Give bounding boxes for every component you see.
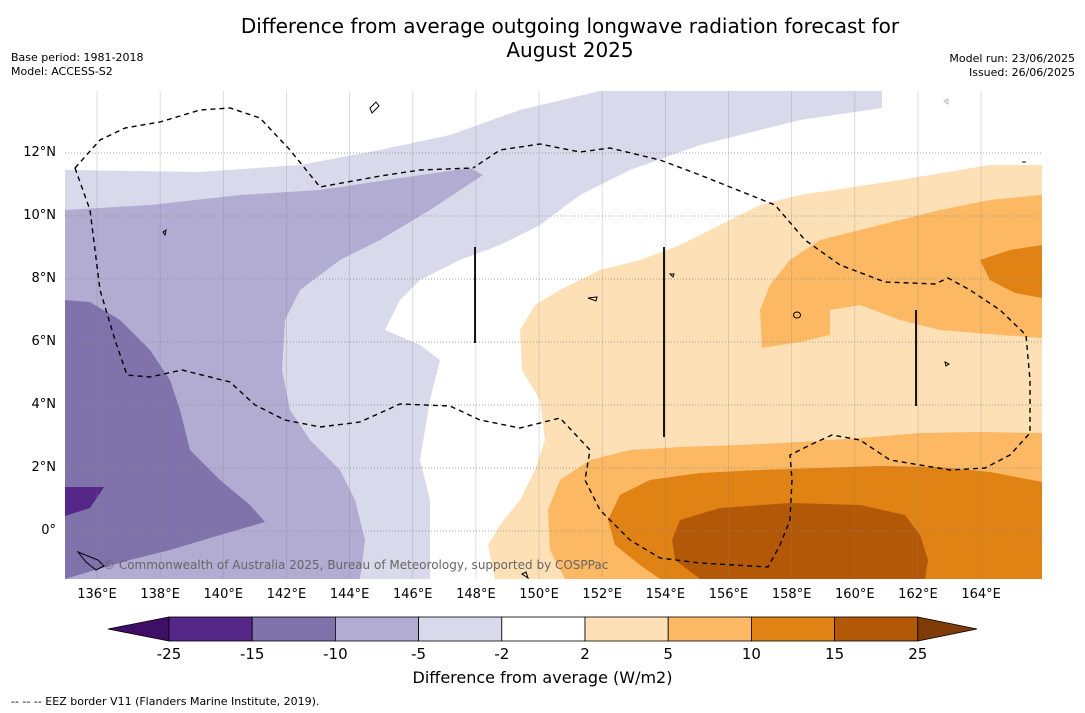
contour-neg10	[65, 300, 265, 579]
colorbar-tick: 5	[663, 645, 673, 663]
island	[76, 550, 105, 571]
lat-label: 12°N	[23, 145, 56, 160]
footnote: -- -- -- EEZ border V11 (Flanders Marine…	[11, 695, 320, 708]
lon-label: 162°E	[898, 587, 938, 602]
meta-right: Model run: 23/06/2025 Issued: 26/06/2025	[949, 52, 1075, 80]
contour-pos2-patch	[852, 328, 878, 340]
colorbar-segment	[334, 616, 419, 642]
model-run: Model run: 23/06/2025	[949, 52, 1075, 65]
lon-label: 148°E	[456, 587, 496, 602]
model-name: Model: ACCESS-S2	[11, 65, 113, 78]
colorbar-tick: -2	[494, 645, 510, 663]
issued-date: Issued: 26/06/2025	[968, 66, 1075, 79]
islands	[76, 98, 1026, 580]
island	[162, 228, 167, 237]
lon-label: 144°E	[329, 587, 370, 602]
lon-label: 160°E	[835, 587, 875, 602]
island	[521, 571, 529, 580]
island	[943, 98, 949, 105]
gridlines	[65, 91, 1042, 579]
copyright-credit: © Commonwealth of Australia 2025, Bureau…	[103, 558, 609, 572]
colorbar-tick: -15	[239, 645, 265, 663]
meta-left: Base period: 1981-2018 Model: ACCESS-S2	[11, 51, 143, 79]
page-title: Difference from average outgoing longwav…	[0, 14, 1085, 62]
island	[668, 273, 675, 278]
colorbar-tick: -5	[411, 645, 427, 663]
colorbar-segment	[667, 616, 752, 642]
lat-label: 0°	[41, 523, 56, 538]
colorbar-extend-high	[917, 616, 978, 642]
lat-label: 4°N	[31, 397, 57, 412]
contour-pos10-north	[980, 245, 1042, 298]
colorbar-tick: 25	[908, 645, 928, 663]
colorbar-tick: 10	[741, 645, 761, 663]
eez-border-palau-fsm-west	[74, 143, 1031, 568]
colorbar-extend-low	[107, 616, 170, 642]
colorbar-tick: -25	[156, 645, 182, 663]
eez-borders	[74, 107, 1031, 568]
colorbar-tick: 15	[825, 645, 845, 663]
contour-neg15	[65, 487, 104, 516]
colorbar-segment	[418, 616, 503, 642]
colorbar-segment	[834, 616, 919, 642]
colorbar-segment	[168, 616, 253, 642]
lon-label: 142°E	[266, 587, 307, 602]
title-line-2: August 2025	[506, 38, 634, 62]
lon-label: 152°E	[582, 587, 622, 602]
lon-label: 150°E	[519, 587, 559, 602]
eez-border-north	[74, 107, 474, 188]
island	[369, 101, 380, 114]
lat-label: 6°N	[31, 334, 57, 349]
colorbar-segment	[584, 616, 669, 642]
lat-label: 8°N	[31, 271, 57, 286]
lon-label: 158°E	[771, 587, 812, 602]
lon-label: 164°E	[961, 587, 1001, 602]
colorbar-segment	[501, 616, 586, 642]
lon-label: 154°E	[645, 587, 686, 602]
lat-label: 2°N	[31, 460, 57, 475]
colorbar-segment	[751, 616, 836, 642]
contour-pos15	[672, 503, 928, 579]
base-period: Base period: 1981-2018	[11, 51, 144, 64]
island	[944, 361, 950, 367]
lat-label: 10°N	[23, 208, 56, 223]
island	[587, 296, 598, 302]
lon-label: 138°E	[140, 587, 180, 602]
colorbar	[107, 616, 978, 642]
colorbar-segment	[251, 616, 336, 642]
island	[793, 311, 801, 319]
lon-label: 146°E	[392, 587, 433, 602]
title-line-1: Difference from average outgoing longwav…	[240, 14, 900, 38]
colorbar-tick: 2	[580, 645, 590, 663]
colorbar-label: Difference from average (W/m2)	[412, 668, 673, 687]
colorbar-tick: -10	[323, 645, 348, 663]
lon-label: 136°E	[77, 587, 117, 602]
lon-label: 140°E	[203, 587, 244, 602]
boundary-lines	[474, 247, 917, 437]
lon-label: 156°E	[708, 587, 749, 602]
contour-pos5-north	[760, 195, 1042, 348]
